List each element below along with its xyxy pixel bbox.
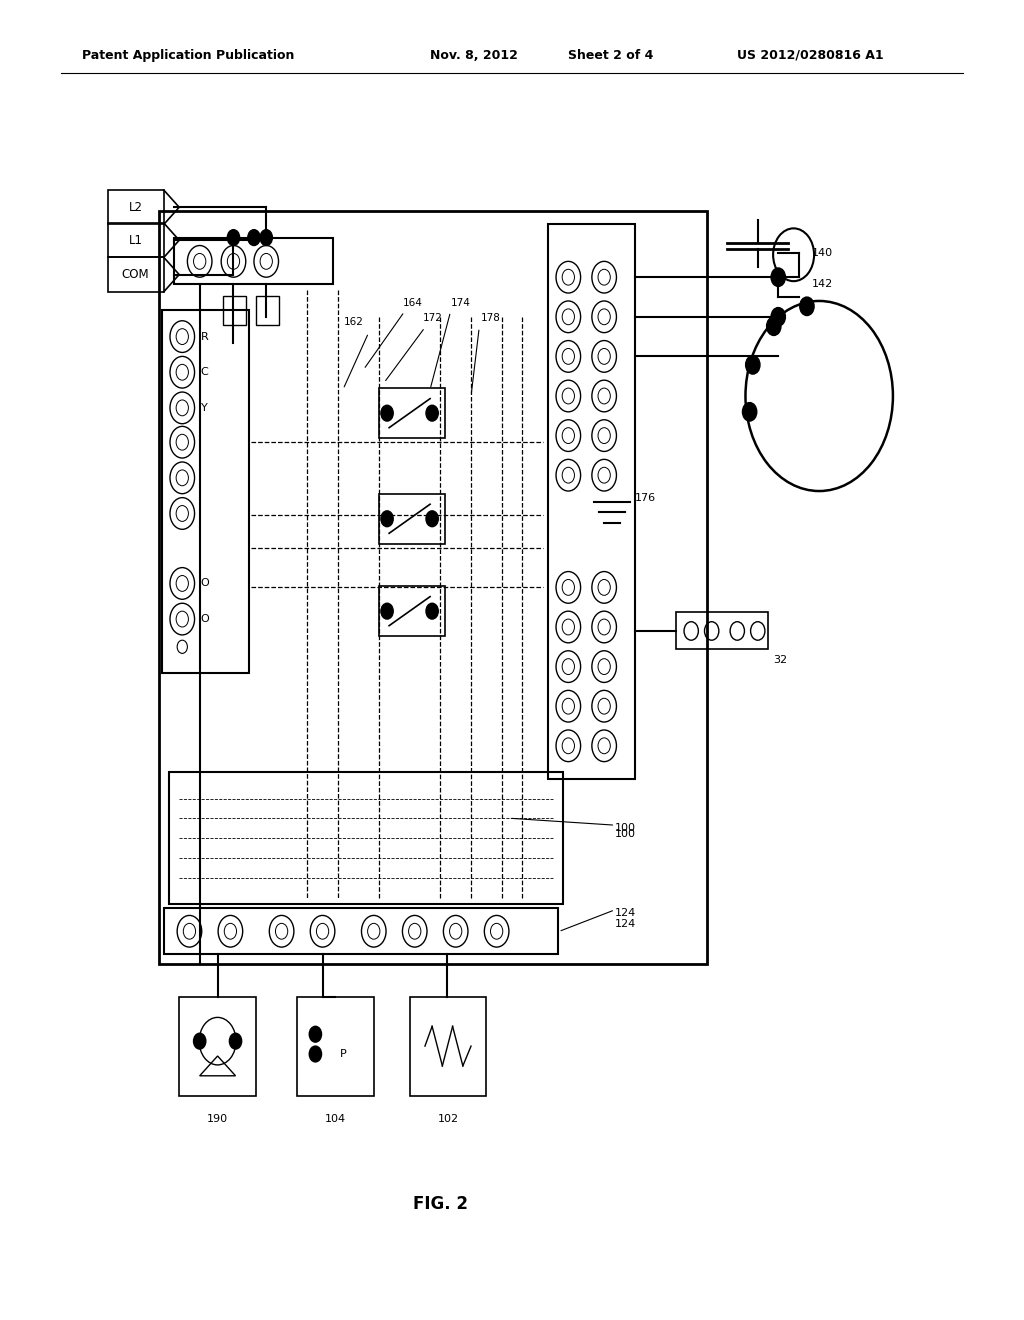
Text: Sheet 2 of 4: Sheet 2 of 4	[568, 49, 653, 62]
Circle shape	[800, 297, 814, 315]
Text: 124: 124	[614, 908, 636, 919]
Text: 140: 140	[812, 248, 834, 259]
Circle shape	[426, 511, 438, 527]
Circle shape	[309, 1045, 322, 1061]
Circle shape	[227, 230, 240, 246]
Text: Patent Application Publication: Patent Application Publication	[82, 49, 294, 62]
Circle shape	[771, 268, 785, 286]
Text: Nov. 8, 2012: Nov. 8, 2012	[430, 49, 518, 62]
Text: 100: 100	[614, 822, 636, 833]
Circle shape	[381, 405, 393, 421]
Text: 176: 176	[635, 492, 656, 503]
Text: 104: 104	[325, 1114, 346, 1125]
Text: 124: 124	[614, 919, 636, 929]
Text: 162: 162	[344, 317, 364, 327]
Circle shape	[745, 355, 760, 374]
Text: 102: 102	[437, 1114, 459, 1125]
Text: C: C	[201, 367, 209, 378]
Circle shape	[767, 317, 781, 335]
Text: O: O	[201, 578, 210, 589]
Circle shape	[229, 1034, 242, 1049]
Circle shape	[381, 511, 393, 527]
Circle shape	[248, 230, 260, 246]
Text: 32: 32	[773, 655, 787, 665]
Text: US 2012/0280816 A1: US 2012/0280816 A1	[737, 49, 884, 62]
Text: 142: 142	[812, 279, 834, 289]
Circle shape	[742, 403, 757, 421]
Text: FIG. 2: FIG. 2	[413, 1195, 468, 1213]
Circle shape	[260, 230, 272, 246]
Text: 100: 100	[614, 829, 636, 840]
Text: 178: 178	[481, 313, 501, 323]
Text: O: O	[201, 614, 210, 624]
Text: 174: 174	[451, 297, 470, 308]
Circle shape	[426, 603, 438, 619]
Text: 164: 164	[402, 297, 422, 308]
Circle shape	[194, 1034, 206, 1049]
Circle shape	[381, 603, 393, 619]
Text: COM: COM	[122, 268, 150, 281]
Circle shape	[309, 1027, 322, 1043]
Text: P: P	[340, 1049, 346, 1059]
Text: R: R	[201, 331, 209, 342]
Text: L1: L1	[129, 234, 142, 247]
Text: Y: Y	[201, 403, 208, 413]
Text: L2: L2	[129, 201, 142, 214]
Text: 172: 172	[423, 313, 442, 323]
Text: 190: 190	[207, 1114, 228, 1125]
Circle shape	[771, 308, 785, 326]
Circle shape	[426, 405, 438, 421]
